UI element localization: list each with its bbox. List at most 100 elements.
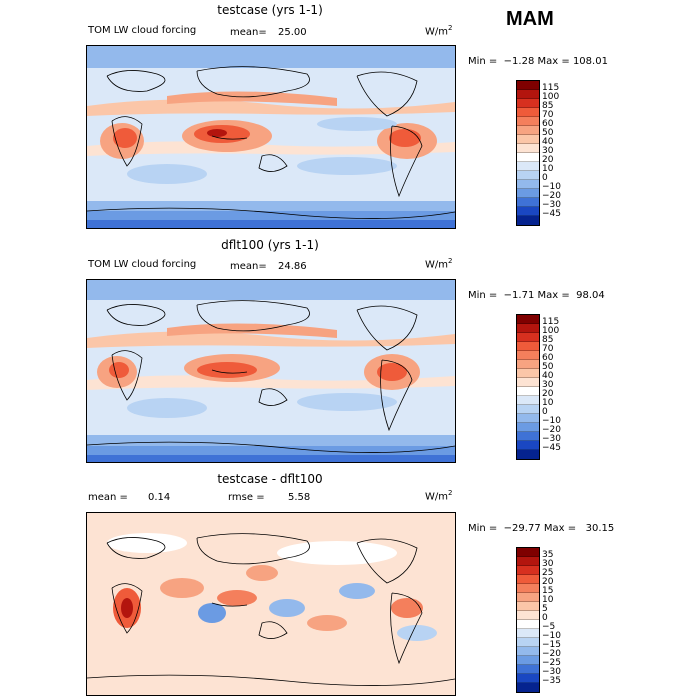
panel-2-colorbar bbox=[516, 314, 540, 460]
colorbar-tick-label: −45 bbox=[542, 443, 561, 453]
colorbar-swatch bbox=[517, 153, 539, 162]
colorbar-tick-label: 115 bbox=[542, 83, 560, 93]
colorbar-swatch bbox=[517, 557, 539, 566]
colorbar-swatch bbox=[517, 333, 539, 342]
colorbar-swatch bbox=[517, 378, 539, 387]
colorbar-swatch bbox=[517, 414, 539, 423]
colorbar-tick-label: 100 bbox=[542, 326, 560, 336]
colorbar-tick-label: 50 bbox=[542, 362, 554, 372]
colorbar-tick-label: 0 bbox=[542, 407, 548, 417]
colorbar-swatch bbox=[517, 665, 539, 674]
colorbar-swatch bbox=[517, 593, 539, 602]
colorbar-tick-label: 60 bbox=[542, 353, 554, 363]
colorbar-swatch bbox=[517, 674, 539, 683]
panel-3-colorbar bbox=[516, 547, 540, 693]
colorbar-tick-label: 85 bbox=[542, 335, 554, 345]
colorbar-swatch bbox=[517, 620, 539, 629]
colorbar-tick-label: 20 bbox=[542, 155, 554, 165]
colorbar-tick-label: −30 bbox=[542, 434, 561, 444]
colorbar-tick-label: −15 bbox=[542, 640, 561, 650]
colorbar-swatch bbox=[517, 629, 539, 638]
colorbar-tick-label: 40 bbox=[542, 371, 554, 381]
colorbar-tick-label: 85 bbox=[542, 101, 554, 111]
colorbar-swatch bbox=[517, 342, 539, 351]
panel-1-colorbar bbox=[516, 80, 540, 226]
colorbar-swatch bbox=[517, 432, 539, 441]
colorbar-swatch bbox=[517, 396, 539, 405]
colorbar-swatch bbox=[517, 602, 539, 611]
panel-3-map bbox=[86, 512, 456, 696]
panel-3-rmse-label: rmse = bbox=[228, 492, 265, 503]
colorbar-swatch bbox=[517, 405, 539, 414]
panel-2-units: W/m2 bbox=[425, 257, 453, 271]
panel-1-minmax: Min = −1.28 Max = 108.01 bbox=[468, 56, 608, 67]
colorbar-swatch bbox=[517, 189, 539, 198]
colorbar-tick-label: 25 bbox=[542, 568, 554, 578]
colorbar-tick-label: −10 bbox=[542, 182, 561, 192]
panel-3-title: testcase - dflt100 bbox=[217, 472, 323, 486]
colorbar-swatch bbox=[517, 566, 539, 575]
colorbar-tick-label: 100 bbox=[542, 92, 560, 102]
colorbar-tick-label: −30 bbox=[542, 200, 561, 210]
colorbar-swatch bbox=[517, 387, 539, 396]
colorbar-tick-label: −5 bbox=[542, 622, 556, 632]
colorbar-tick-label: 35 bbox=[542, 550, 554, 560]
colorbar-tick-label: 60 bbox=[542, 119, 554, 129]
colorbar-swatch bbox=[517, 450, 539, 459]
colorbar-tick-label: −25 bbox=[542, 658, 561, 668]
colorbar-tick-label: −20 bbox=[542, 425, 561, 435]
colorbar-swatch bbox=[517, 180, 539, 189]
panel-3-minmax: Min = −29.77 Max = 30.15 bbox=[468, 523, 615, 534]
panel-2-title: dflt100 (yrs 1-1) bbox=[221, 238, 319, 252]
colorbar-swatch bbox=[517, 198, 539, 207]
colorbar-swatch bbox=[517, 584, 539, 593]
panel-2-minmax: Min = −1.71 Max = 98.04 bbox=[468, 290, 605, 301]
colorbar-tick-label: −20 bbox=[542, 649, 561, 659]
colorbar-tick-label: 5 bbox=[542, 604, 548, 614]
colorbar-swatch bbox=[517, 548, 539, 557]
colorbar-swatch bbox=[517, 216, 539, 225]
colorbar-tick-label: 70 bbox=[542, 344, 554, 354]
colorbar-swatch bbox=[517, 647, 539, 656]
panel-2-mean-value: 24.86 bbox=[278, 261, 307, 272]
colorbar-swatch bbox=[517, 126, 539, 135]
colorbar-tick-label: −10 bbox=[542, 416, 561, 426]
colorbar-swatch bbox=[517, 99, 539, 108]
panel-1-title: testcase (yrs 1-1) bbox=[217, 3, 323, 17]
panel-1-units: W/m2 bbox=[425, 24, 453, 38]
panel-3-mean-value: 0.14 bbox=[148, 492, 171, 503]
panel-1-variable: TOM LW cloud forcing bbox=[88, 25, 197, 36]
colorbar-tick-label: −20 bbox=[542, 191, 561, 201]
panel-2-map bbox=[86, 279, 456, 463]
colorbar-swatch bbox=[517, 324, 539, 333]
colorbar-tick-label: −30 bbox=[542, 667, 561, 677]
colorbar-swatch bbox=[517, 638, 539, 647]
colorbar-swatch bbox=[517, 683, 539, 692]
panel-3-mean-label: mean = bbox=[88, 492, 128, 503]
panel-2-map-field bbox=[87, 280, 455, 462]
panel-1-mean-label: mean= bbox=[230, 27, 267, 38]
colorbar-swatch bbox=[517, 117, 539, 126]
colorbar-tick-label: 10 bbox=[542, 595, 554, 605]
colorbar-swatch bbox=[517, 207, 539, 216]
colorbar-tick-label: 50 bbox=[542, 128, 554, 138]
colorbar-swatch bbox=[517, 135, 539, 144]
colorbar-swatch bbox=[517, 162, 539, 171]
colorbar-tick-label: 30 bbox=[542, 380, 554, 390]
colorbar-swatch bbox=[517, 423, 539, 432]
panel-3-map-field bbox=[87, 513, 455, 695]
panel-2-variable: TOM LW cloud forcing bbox=[88, 259, 197, 270]
colorbar-tick-label: 20 bbox=[542, 577, 554, 587]
colorbar-swatch bbox=[517, 441, 539, 450]
season-label: MAM bbox=[506, 8, 554, 30]
colorbar-swatch bbox=[517, 360, 539, 369]
colorbar-tick-label: 20 bbox=[542, 389, 554, 399]
panel-3-units: W/m2 bbox=[425, 489, 453, 503]
colorbar-tick-label: −35 bbox=[542, 676, 561, 686]
colorbar-tick-label: 15 bbox=[542, 586, 554, 596]
panel-3-rmse-value: 5.58 bbox=[288, 492, 311, 503]
colorbar-tick-label: −10 bbox=[542, 631, 561, 641]
colorbar-swatch bbox=[517, 315, 539, 324]
colorbar-swatch bbox=[517, 369, 539, 378]
colorbar-tick-label: 115 bbox=[542, 317, 560, 327]
